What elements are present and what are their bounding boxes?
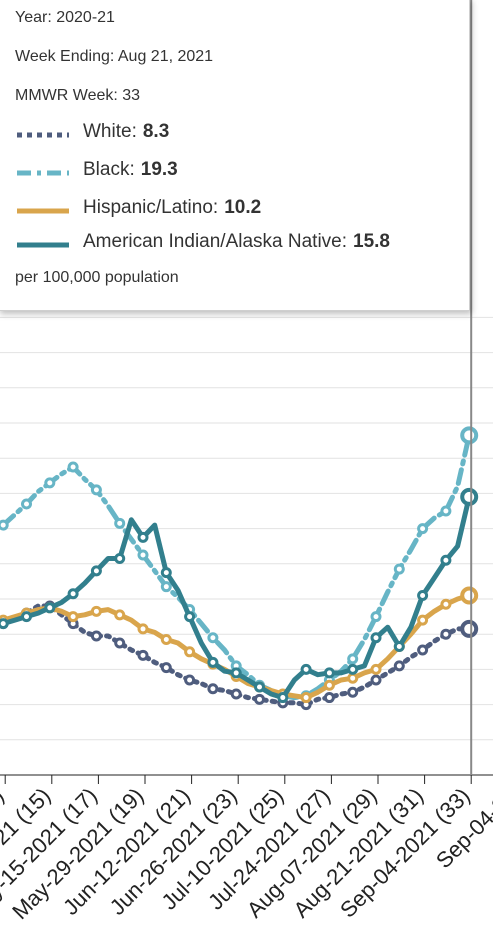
data-point [460, 586, 479, 605]
x-axis-ticks: -2021 (13)May-01-2021 (15)May-15-2021 (1… [0, 775, 493, 924]
hispanic-line-swatch-icon [17, 208, 69, 214]
data-point [137, 649, 149, 661]
data-point [137, 549, 149, 561]
gridlines [0, 316, 493, 741]
hispanic-value: 10.2 [224, 197, 262, 218]
chart-tooltip: Year: 2020-21 Week Ending: Aug 21, 2021 … [0, 0, 470, 311]
data-point [207, 632, 219, 644]
white-value: 8.3 [142, 121, 170, 142]
aian-label: American Indian/Alaska Native: [83, 231, 348, 252]
series-lines [0, 426, 479, 711]
data-point [90, 605, 102, 617]
aian-line-swatch-icon [17, 242, 69, 248]
data-point [417, 644, 429, 656]
tooltip-mmwr-week: MMWR Week: 33 [15, 87, 141, 104]
data-point [393, 660, 405, 672]
data-point [44, 477, 56, 489]
white-label: White: [83, 121, 137, 142]
data-point [114, 609, 126, 621]
data-point [347, 672, 359, 684]
data-point [277, 692, 289, 704]
data-point [114, 553, 126, 565]
data-point [254, 681, 265, 693]
data-point [0, 519, 9, 531]
data-point [460, 619, 479, 638]
data-point [323, 679, 335, 691]
data-point [300, 663, 312, 675]
data-point [417, 614, 429, 626]
data-point [184, 611, 196, 623]
data-point [90, 565, 102, 577]
tooltip-year: Year: 2020-21 [15, 9, 115, 26]
data-point [347, 686, 359, 698]
data-point [160, 633, 172, 645]
data-point [323, 667, 335, 679]
data-point [184, 646, 196, 658]
data-point [370, 611, 382, 623]
tooltip-footnote: per 100,000 population [15, 269, 179, 286]
data-point [254, 693, 265, 705]
data-point [347, 663, 359, 675]
data-point [393, 641, 405, 653]
data-point [440, 505, 452, 517]
data-point [0, 618, 9, 630]
data-point [114, 637, 126, 649]
data-point [460, 426, 479, 445]
data-point [207, 683, 219, 695]
data-point [460, 487, 479, 506]
data-point [393, 563, 405, 575]
data-point [207, 656, 219, 668]
data-point [440, 554, 452, 566]
data-point [90, 484, 102, 496]
data-point [230, 667, 242, 679]
data-point [21, 498, 32, 510]
data-point [347, 653, 359, 665]
data-point [440, 598, 452, 610]
data-point [184, 674, 196, 686]
data-point [114, 517, 126, 529]
data-point [67, 461, 79, 473]
black-label: Black: [83, 159, 135, 180]
data-point [417, 589, 429, 601]
data-point [370, 663, 382, 675]
data-point [160, 662, 172, 674]
data-point [323, 692, 335, 704]
data-point [230, 688, 242, 700]
white-line-swatch-icon [17, 132, 69, 138]
tooltip-week-ending: Week Ending: Aug 21, 2021 [15, 48, 214, 65]
aian-value: 15.8 [353, 231, 390, 252]
data-point [370, 632, 382, 644]
data-point [44, 602, 56, 614]
data-point [21, 611, 32, 623]
black-line-swatch-icon [17, 170, 69, 176]
hispanic-label: Hispanic/Latino: [83, 197, 219, 218]
data-point [370, 674, 382, 686]
data-point [417, 523, 429, 535]
data-point [67, 611, 79, 623]
data-point [137, 623, 149, 635]
data-point [160, 581, 172, 593]
data-point [440, 628, 452, 640]
data-point [67, 588, 79, 600]
data-point [90, 630, 102, 642]
data-point [160, 567, 172, 579]
data-point [137, 531, 149, 543]
black-value: 19.3 [140, 159, 178, 180]
data-point [300, 692, 312, 704]
